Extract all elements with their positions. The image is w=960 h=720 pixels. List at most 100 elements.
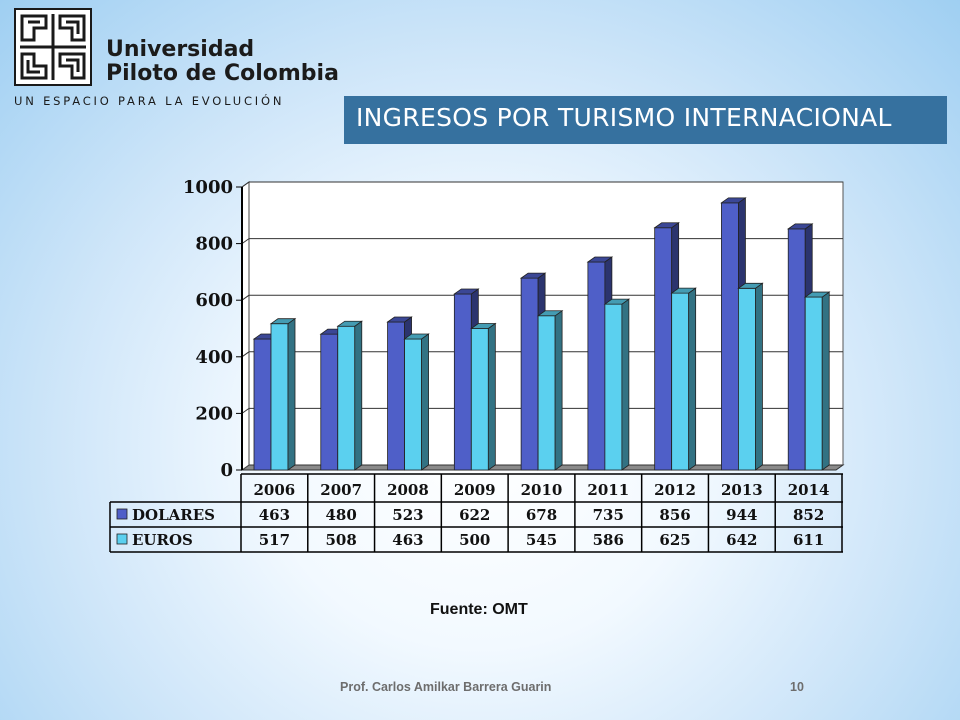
data-label-dolares: 852 <box>793 506 824 524</box>
university-logo: Universidad Piloto de Colombia UN ESPACI… <box>14 8 339 108</box>
bar-side <box>354 320 363 471</box>
category-label: 2006 <box>254 481 296 499</box>
bar-front <box>253 338 272 471</box>
category-label: 2013 <box>721 481 763 499</box>
y-tick-label: 0 <box>220 460 233 481</box>
data-label-dolares: 463 <box>259 506 290 524</box>
bar-front <box>520 277 539 471</box>
category-label: 2010 <box>521 481 563 499</box>
logo-name-line2: Piloto de Colombia <box>106 61 339 86</box>
logo-emblem-icon <box>14 8 92 86</box>
bar-side <box>554 309 563 471</box>
legend-label-euros: EUROS <box>132 531 193 549</box>
category-label: 2008 <box>387 481 429 499</box>
data-label-euros: 625 <box>659 531 690 549</box>
bar-top <box>336 320 364 327</box>
bar-front <box>654 227 673 471</box>
data-label-euros: 586 <box>593 531 624 549</box>
bar-euros-2013 <box>737 282 764 471</box>
bar-top <box>737 282 764 289</box>
bar-side <box>487 322 496 471</box>
bar-front <box>453 293 472 471</box>
y-tick-label: 800 <box>195 234 233 255</box>
bar-side <box>621 298 630 471</box>
data-label-euros: 463 <box>392 531 423 549</box>
bar-front <box>537 315 556 471</box>
legend-label-dolares: DOLARES <box>132 506 215 524</box>
bar-front <box>721 202 739 471</box>
bar-euros-2011 <box>603 298 631 471</box>
data-label-euros: 642 <box>726 531 757 549</box>
bar-top <box>470 323 497 329</box>
slide-title: INGRESOS POR TURISMO INTERNACIONAL <box>356 103 892 132</box>
bar-top <box>653 222 680 229</box>
gridline-depth <box>241 351 250 358</box>
gridline-depth <box>241 294 250 301</box>
bar-front <box>787 228 806 471</box>
bar-side <box>755 282 763 471</box>
bar-side <box>688 287 697 471</box>
bar-front <box>270 323 289 471</box>
bar-side <box>287 317 296 471</box>
author-footer: Prof. Carlos Amilkar Barrera Guarin <box>340 680 552 694</box>
category-label: 2014 <box>788 481 830 499</box>
bar-side <box>821 291 830 471</box>
legend-key-euros <box>116 533 128 545</box>
bar-front <box>604 303 623 471</box>
data-label-euros: 500 <box>459 531 490 549</box>
bar-top <box>519 272 547 279</box>
bar-euros-2009 <box>470 322 497 471</box>
category-label: 2009 <box>454 481 496 499</box>
data-label-euros: 508 <box>326 531 357 549</box>
bar-top <box>670 287 697 294</box>
logo-tagline: UN ESPACIO PARA LA EVOLUCIÓN <box>14 94 285 108</box>
bar-front <box>404 338 422 471</box>
bar-top <box>269 318 297 325</box>
bar-euros-2006 <box>269 317 297 471</box>
bar-top <box>536 310 564 317</box>
data-label-euros: 517 <box>259 531 290 549</box>
bar-front <box>738 287 756 471</box>
bar-top <box>586 256 614 263</box>
data-label-dolares: 622 <box>459 506 490 524</box>
bar-side <box>421 333 429 471</box>
data-label-euros: 545 <box>526 531 557 549</box>
gridline-depth <box>241 238 250 245</box>
slide-title-bar: INGRESOS POR TURISMO INTERNACIONAL <box>344 96 947 144</box>
bar-euros-2007 <box>336 320 364 471</box>
bar-euros-2012 <box>670 287 697 471</box>
legend-key-dolares <box>116 508 128 520</box>
bar-front <box>804 296 823 471</box>
bar-top <box>803 291 831 298</box>
data-label-dolares: 944 <box>726 506 757 524</box>
chart-side-wall <box>241 181 250 471</box>
bar-front <box>320 333 339 471</box>
bar-front <box>387 321 405 471</box>
data-label-dolares: 735 <box>593 506 624 524</box>
bar-front <box>671 292 690 471</box>
data-label-dolares: 523 <box>392 506 423 524</box>
y-tick-label: 600 <box>195 290 233 311</box>
gridline-depth <box>241 407 250 414</box>
bar-top <box>603 298 631 305</box>
bar-euros-2010 <box>536 309 564 471</box>
gridline-depth <box>241 181 250 188</box>
bar-top <box>403 333 430 340</box>
y-tick-label: 1000 <box>183 177 233 198</box>
data-label-dolares: 480 <box>326 506 357 524</box>
bar-top <box>720 197 747 204</box>
bar-top <box>386 316 413 323</box>
data-label-dolares: 856 <box>659 506 690 524</box>
bar-top <box>786 223 814 230</box>
logo-name: Universidad Piloto de Colombia <box>106 38 339 86</box>
logo-name-line1: Universidad <box>106 37 255 62</box>
source-note: Fuente: OMT <box>430 601 528 618</box>
maze-emblem-icon <box>20 14 86 80</box>
data-label-dolares: 678 <box>526 506 557 524</box>
y-tick-label: 400 <box>195 347 233 368</box>
bar-front <box>337 325 356 471</box>
category-label: 2007 <box>320 481 362 499</box>
bar-euros-2014 <box>803 291 831 471</box>
bar-euros-2008 <box>403 333 430 471</box>
